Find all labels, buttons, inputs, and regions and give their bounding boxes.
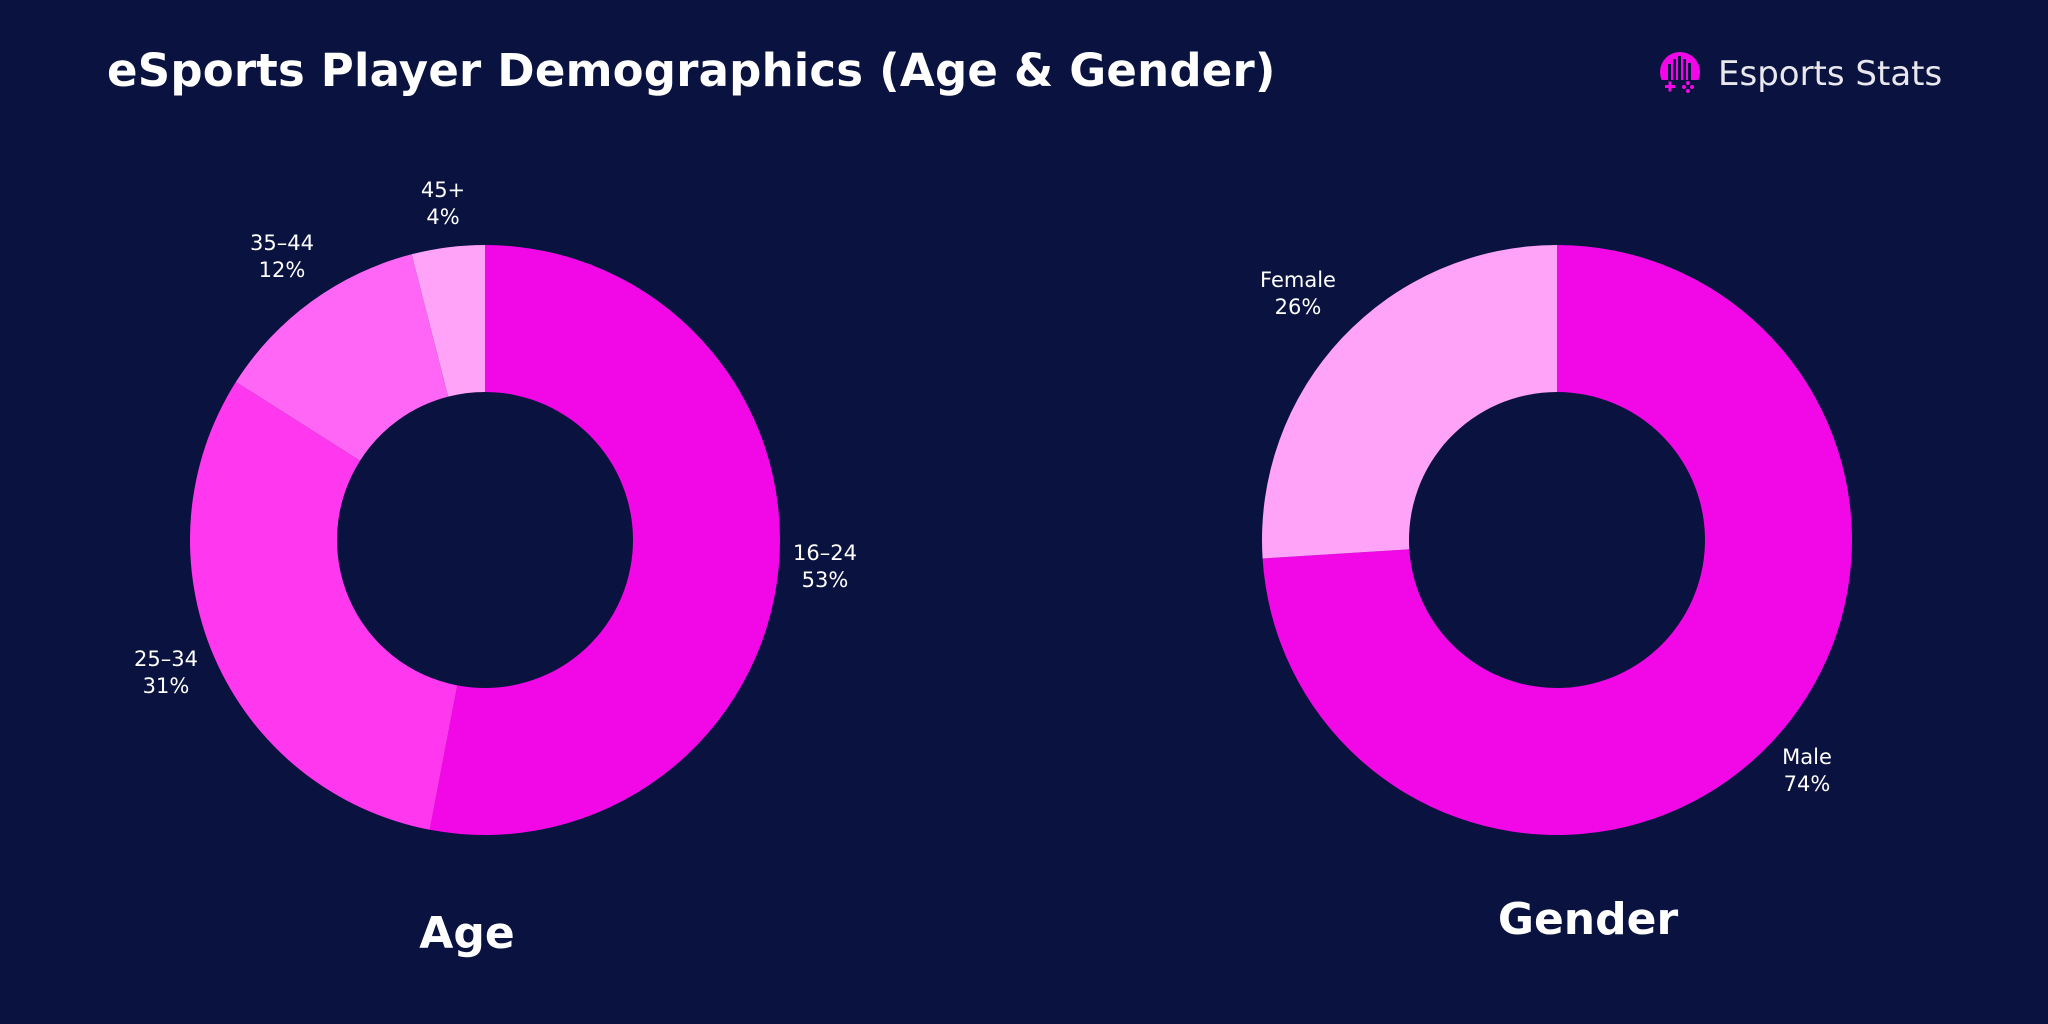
age-slice-0 [429, 245, 781, 835]
age-category-label: 25–34 [134, 647, 198, 671]
age-value-label: 31% [143, 674, 190, 698]
age-slice-3 [411, 245, 485, 397]
gender-category-label: Female [1260, 268, 1336, 292]
gender-category-label: Male [1782, 745, 1832, 769]
gender-chart-title: Gender [1498, 894, 1679, 945]
age-category-label: 35–44 [250, 231, 314, 255]
age-value-label: 53% [802, 568, 849, 592]
gender-slice-1 [1262, 245, 1557, 559]
age-category-label: 45+ [421, 178, 465, 202]
page-title: eSports Player Demographics (Age & Gende… [107, 44, 1276, 97]
age-value-label: 4% [426, 205, 459, 229]
age-category-label: 16–24 [793, 541, 857, 565]
logo-text: Esports Stats [1718, 54, 1943, 94]
age-chart-title: Age [419, 908, 514, 959]
brand-logo[interactable]: Esports Stats [1656, 50, 1942, 98]
age-slice-1 [189, 381, 458, 830]
logo-icon [1660, 52, 1700, 98]
gender-value-label: 74% [1784, 772, 1831, 796]
age-slice-2 [235, 254, 449, 461]
gender-value-label: 26% [1275, 295, 1322, 319]
age-value-label: 12% [259, 258, 306, 282]
gender-slice-0 [1262, 245, 1852, 836]
